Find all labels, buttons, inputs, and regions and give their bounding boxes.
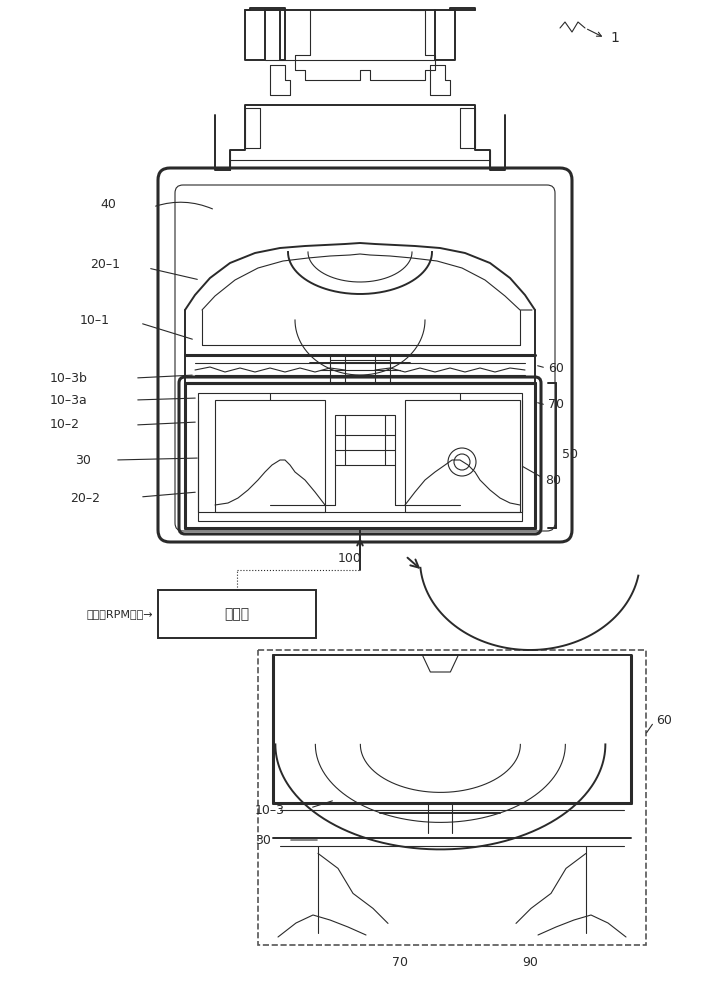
Text: 1: 1	[610, 31, 619, 45]
Bar	[335, 415, 395, 465]
Bar	[405, 400, 520, 512]
Bar	[215, 400, 325, 512]
Text: 10–3: 10–3	[255, 804, 285, 816]
FancyBboxPatch shape	[158, 168, 572, 542]
Bar	[185, 355, 535, 383]
Text: 20–1: 20–1	[90, 258, 120, 271]
Text: 70: 70	[392, 956, 408, 968]
Text: 10–3b: 10–3b	[50, 371, 88, 384]
FancyBboxPatch shape	[179, 377, 541, 534]
Text: 70: 70	[548, 398, 564, 412]
Text: 10–1: 10–1	[80, 314, 110, 326]
Text: 10–2: 10–2	[50, 418, 80, 432]
Text: 80: 80	[545, 474, 561, 487]
Text: 20–2: 20–2	[70, 491, 100, 504]
Text: 发动机RPM信号→: 发动机RPM信号→	[86, 609, 153, 619]
Bar	[198, 393, 522, 521]
Text: 60: 60	[656, 714, 672, 726]
Text: 10–3a: 10–3a	[50, 393, 88, 406]
Text: 50: 50	[562, 448, 578, 462]
Text: 100: 100	[338, 552, 362, 564]
Text: 40: 40	[100, 198, 116, 212]
Bar	[258, 650, 646, 945]
Text: 60: 60	[548, 361, 564, 374]
Text: 30: 30	[255, 834, 271, 846]
Text: 90: 90	[522, 956, 538, 968]
Bar	[158, 590, 316, 638]
Text: 控制器: 控制器	[225, 607, 250, 621]
Text: 30: 30	[75, 454, 91, 466]
